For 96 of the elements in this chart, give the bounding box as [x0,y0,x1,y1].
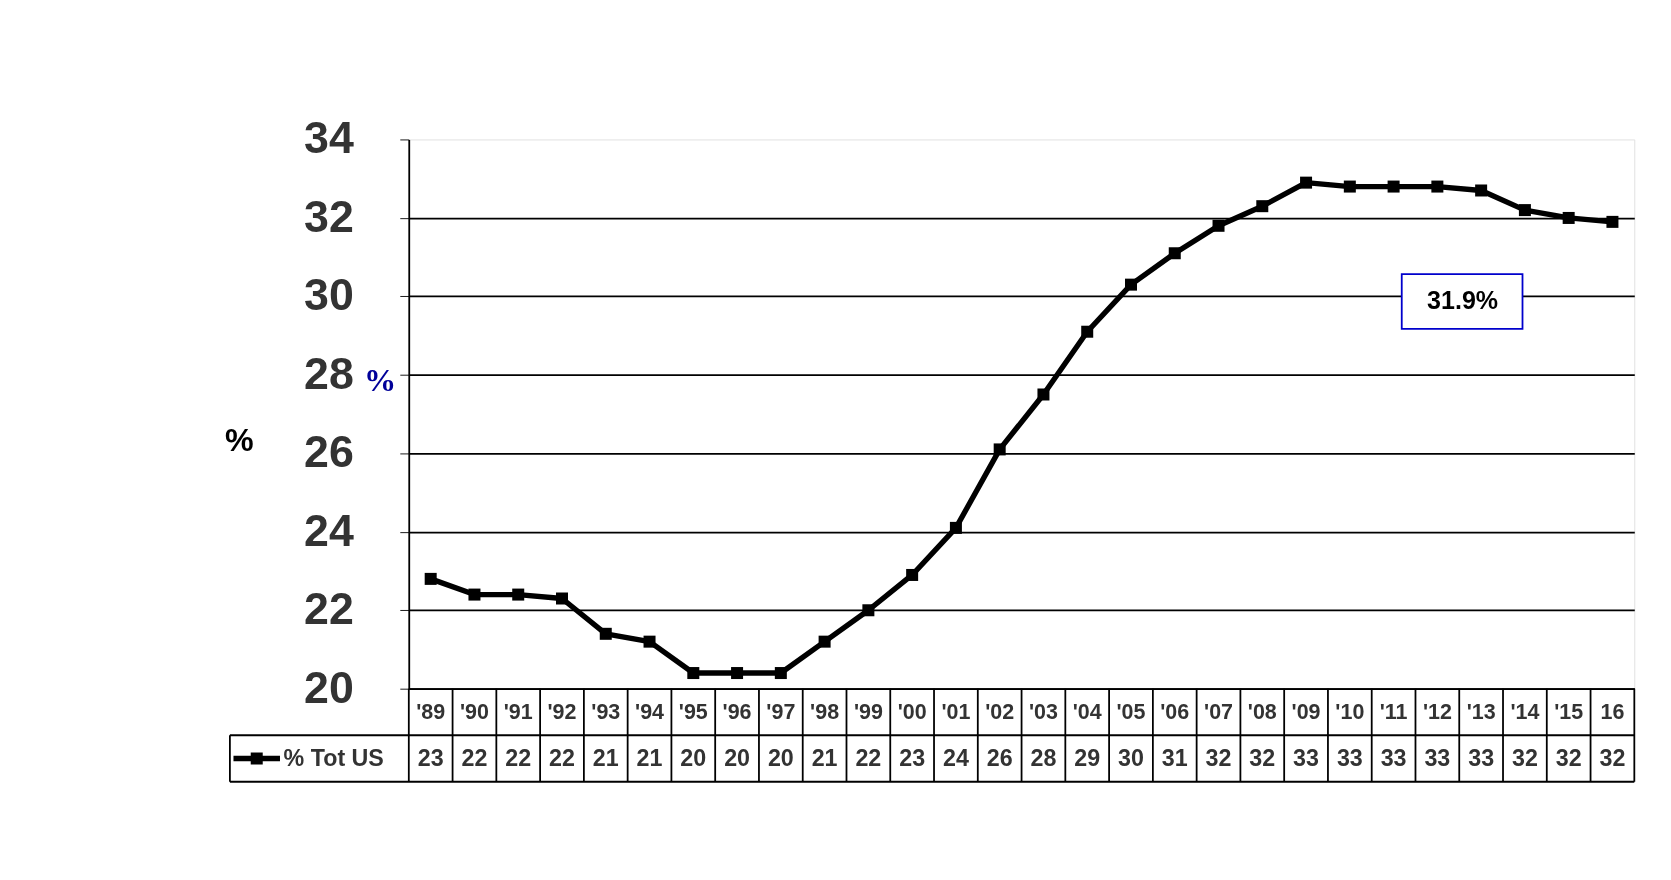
data-label: 21 [636,744,663,771]
point [1168,247,1181,260]
point [906,568,919,581]
x-tick-label: '02 [985,699,1015,724]
data-label: 20 [724,744,751,771]
data-label: 24 [942,744,969,771]
point [424,572,437,585]
data-label: 32 [1555,744,1582,771]
x-tick-label: '13 [1466,699,1496,724]
x-tick-label: '99 [853,699,883,724]
data-label: 31 [1161,744,1188,771]
point [555,592,568,605]
x-tick-label: '12 [1422,699,1452,724]
point [949,521,962,534]
x-tick-label: '90 [459,699,490,724]
point [512,588,525,601]
x-tick-label: '94 [635,699,665,724]
point [1387,180,1400,193]
x-tick-label: '91 [503,699,533,724]
y-tick-label: 32 [304,191,354,241]
annotation: 31.9% [1427,285,1499,314]
data-label: 33 [1336,744,1363,771]
x-tick-label: '01 [941,699,971,724]
x-tick-label: '11 [1379,699,1408,724]
data-label: 33 [1424,744,1451,771]
x-tick-label: '03 [1028,699,1058,724]
y-tick-label: 30 [304,270,354,320]
point [774,667,787,680]
x-tick-label: 16 [1600,699,1625,724]
data-label: 32 [1511,744,1538,771]
data-label: 32 [1249,744,1276,771]
point [468,588,481,601]
x-tick-label: '09 [1291,699,1321,724]
legend-label: % Tot US [283,744,384,771]
x-tick-label: '07 [1204,699,1234,724]
point [1431,180,1444,193]
point [1037,388,1050,401]
data-label: 30 [1118,744,1144,771]
data-label: 21 [811,744,838,771]
x-tick-label: '08 [1247,699,1277,724]
data-label: 22 [549,744,575,771]
x-tick-label: '98 [810,699,840,724]
data-label: 26 [986,744,1013,771]
data-label: 33 [1380,744,1407,771]
text: % [364,361,397,398]
point [643,635,656,648]
x-tick-label: '05 [1116,699,1146,724]
point [1256,200,1269,213]
data-label: 20 [767,744,794,771]
data-label: 21 [592,744,619,771]
x-tick-label: '15 [1554,699,1584,724]
point [862,604,875,617]
y-tick-label: 20 [304,662,354,712]
data-label: 28 [1030,744,1057,771]
data-label: 32 [1205,744,1232,771]
data-label: 33 [1293,744,1320,771]
x-tick-label: '92 [547,699,577,724]
x-tick-label: '10 [1335,699,1365,724]
y-tick-label: 22 [304,584,354,634]
y-axis-title: % [224,422,254,459]
y-tick-label: 28 [304,348,354,398]
y-tick-label: 34 [304,113,354,163]
x-tick-label: '00 [897,699,927,724]
data-label: 20 [680,744,707,771]
x-tick-label: '06 [1160,699,1190,724]
point [599,627,612,640]
x-tick-label: '93 [591,699,621,724]
point [1343,180,1356,193]
point [1518,204,1531,217]
point [1606,215,1619,228]
x-tick-label: '14 [1510,699,1540,724]
point [1124,278,1137,291]
point [1475,184,1488,197]
point [687,667,700,680]
data-label: 33 [1468,744,1495,771]
x-tick-label: '97 [766,699,796,724]
point [818,635,831,648]
x-tick-label: '96 [722,699,752,724]
point [1562,211,1575,224]
y-tick-label: 24 [304,505,354,555]
data-label: 29 [1074,744,1101,771]
data-label: 23 [417,744,444,771]
point [1212,219,1225,232]
data-label: 32 [1599,744,1626,771]
data-label: 22 [461,744,488,771]
y-tick-label: 26 [304,427,354,477]
point [993,443,1006,456]
point [731,667,744,680]
data-label: 22 [855,744,882,771]
data-label: 23 [899,744,926,771]
point [1081,325,1094,338]
data-label: 22 [505,744,532,771]
x-tick-label: '95 [678,699,708,724]
x-tick-label: '89 [416,699,446,724]
x-tick-label: '04 [1072,699,1102,724]
point [1300,176,1313,189]
